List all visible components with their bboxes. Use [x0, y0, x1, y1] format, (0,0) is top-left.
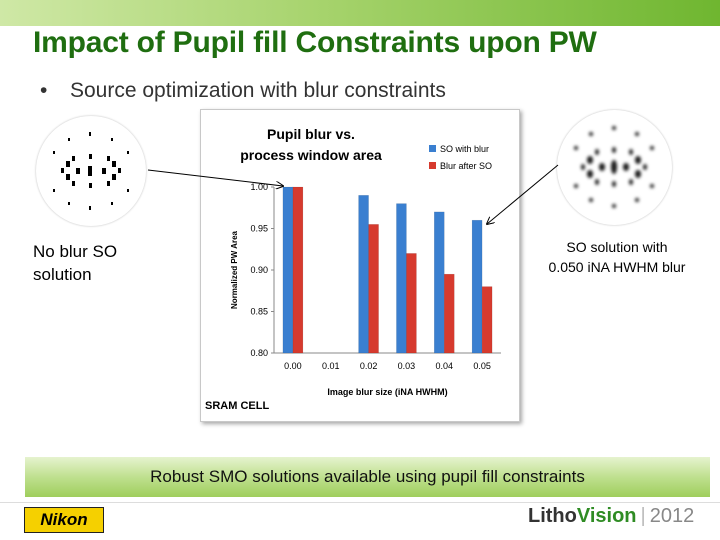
legend-swatch-so-with-blur [429, 145, 436, 152]
bar-so-with-blur [396, 203, 407, 354]
legend-label-blur-after-so: Blur after SO [440, 160, 493, 171]
legend-item-blur-after-so: Blur after SO [429, 157, 492, 174]
x-axis-label: Image blur size (iNA HWHM) [327, 387, 447, 397]
x-tick-label: 0.05 [473, 361, 491, 371]
lithovision-logo-year: 2012 [649, 505, 695, 527]
legend-swatch-blur-after-so [429, 162, 436, 169]
bar-blur-after-so [292, 186, 304, 354]
bar-so-with-blur [471, 219, 483, 354]
no-blur-caption-line1: No blur SO [33, 242, 118, 261]
no-blur-caption-line2: solution [33, 265, 92, 284]
bar-blur-after-so [444, 273, 455, 354]
bullet-dot-icon: • [40, 79, 48, 102]
lithovision-logo-vision: Vision [576, 505, 637, 527]
y-tick-label: 0.95 [250, 224, 268, 234]
x-tick-label: 0.02 [360, 361, 378, 371]
lithovision-logo-separator: | [640, 505, 646, 527]
bar-blur-after-so [368, 224, 379, 354]
y-tick-label: 1.00 [250, 182, 268, 192]
blur-caption-line1: SO solution with [566, 239, 668, 255]
lithovision-logo: LithoVision | 2012 [528, 505, 694, 528]
bullet-item: • Source optimization with blur constrain… [40, 79, 446, 103]
blur-caption: SO solution with 0.050 iNA HWHM blur [532, 237, 702, 277]
slide-title: Impact of Pupil fill Constraints upon PW [33, 26, 597, 59]
lithovision-logo-litho: Litho [528, 505, 577, 527]
y-tick-label: 0.85 [250, 307, 268, 317]
legend-item-so-with-blur: SO with blur [429, 140, 492, 157]
x-tick-label: 0.04 [435, 361, 453, 371]
y-axis-label: Normalized PW Area [230, 230, 239, 308]
sram-cell-label: SRAM CELL [205, 400, 270, 412]
no-blur-caption: No blur SO solution [33, 240, 173, 286]
bullet-text: Source optimization with blur constraint… [70, 79, 446, 102]
chart-title-line2: process window area [240, 147, 382, 163]
x-tick-label: 0.00 [284, 361, 302, 371]
no-blur-pupil-image [36, 116, 146, 226]
blur-caption-line2: 0.050 iNA HWHM blur [548, 259, 686, 275]
legend-label-so-with-blur: SO with blur [440, 143, 490, 154]
x-tick-label: 0.03 [398, 361, 416, 371]
bar-blur-after-so [406, 253, 417, 354]
bar-so-with-blur [358, 195, 369, 354]
pupil-blur-chart: 0.80 0.85 0.90 0.95 1.00 0.00 0.01 0.02 0.03 0.04… [200, 109, 520, 422]
bar-blur-after-so [481, 286, 493, 354]
bar-so-with-blur [434, 211, 445, 354]
chart-title: Pupil blur vs. process window area [221, 124, 401, 166]
x-tick-label: 0.01 [322, 361, 340, 371]
footer-divider [0, 502, 720, 503]
nikon-logo: Nikon [24, 507, 104, 533]
summary-banner: Robust SMO solutions available using pup… [25, 457, 710, 497]
blurred-pupil-image [557, 110, 672, 225]
chart-plot: 0.80 0.85 0.90 0.95 1.00 0.00 0.01 0.02 0.03 0.04… [230, 182, 501, 397]
chart-legend: SO with blur Blur after SO [429, 140, 492, 174]
y-tick-label: 0.90 [250, 265, 268, 275]
top-decorative-bar [0, 0, 720, 26]
chart-title-line1: Pupil blur vs. [267, 126, 355, 142]
bar-so-with-blur [282, 186, 294, 354]
y-tick-label: 0.80 [250, 348, 268, 358]
